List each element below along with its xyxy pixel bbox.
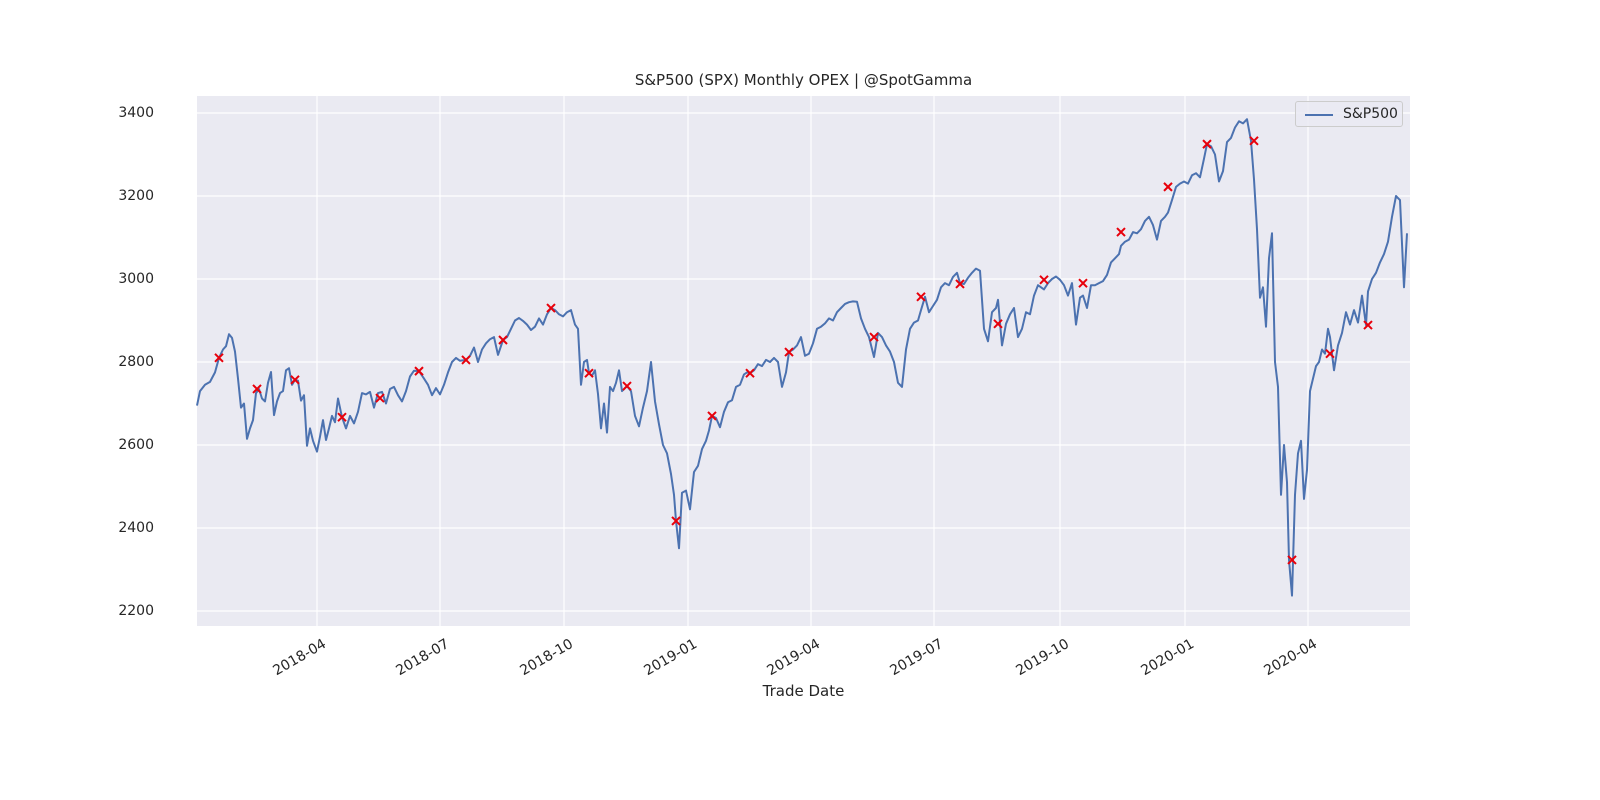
x-marker-icon — [707, 411, 717, 421]
x-marker-icon — [1163, 182, 1173, 192]
x-marker-icon — [290, 375, 300, 385]
chart-title: S&P500 (SPX) Monthly OPEX | @SpotGamma — [634, 71, 973, 89]
x-marker-icon — [955, 279, 965, 289]
y-tick-label: 3200 — [118, 188, 154, 204]
x-marker-icon — [1202, 139, 1212, 149]
x-marker-icon — [869, 332, 879, 342]
x-marker-icon — [1116, 227, 1126, 237]
x-marker-icon — [498, 335, 508, 345]
x-marker-icon — [375, 393, 385, 403]
x-marker-icon — [546, 303, 556, 313]
gridlines — [197, 96, 1410, 626]
x-marker-icon — [414, 366, 424, 376]
x-marker-icon — [745, 368, 755, 378]
y-tick-label: 2800 — [118, 354, 154, 370]
x-marker-icon — [784, 347, 794, 357]
x-marker-icon — [1325, 348, 1335, 359]
x-marker-icon — [1287, 555, 1297, 565]
opex-markers — [214, 136, 1373, 565]
x-marker-icon — [337, 412, 347, 422]
legend-label: S&P500 — [1343, 106, 1398, 122]
x-marker-icon — [622, 381, 632, 391]
sp500-line-series — [196, 118, 1408, 597]
x-axis-label: Trade Date — [762, 682, 845, 700]
y-tick-label: 2600 — [118, 437, 154, 453]
x-marker-icon — [1249, 136, 1259, 146]
x-marker-icon — [461, 355, 471, 365]
x-marker-icon — [252, 384, 262, 394]
legend: S&P500 — [1295, 101, 1403, 127]
x-marker-icon — [993, 319, 1003, 329]
x-marker-icon — [584, 368, 594, 378]
x-marker-icon — [1039, 275, 1049, 285]
x-marker-icon — [1078, 278, 1088, 288]
x-marker-icon — [916, 292, 926, 302]
y-tick-label: 2400 — [118, 520, 154, 536]
y-tick-label: 3000 — [118, 271, 154, 287]
x-marker-icon — [671, 516, 681, 526]
y-tick-label: 3400 — [118, 105, 154, 121]
legend-line-swatch-icon — [1305, 114, 1333, 116]
x-marker-icon — [1363, 320, 1373, 330]
x-marker-icon — [214, 353, 224, 363]
plot-background — [197, 96, 1410, 626]
y-tick-label: 2200 — [118, 603, 154, 619]
